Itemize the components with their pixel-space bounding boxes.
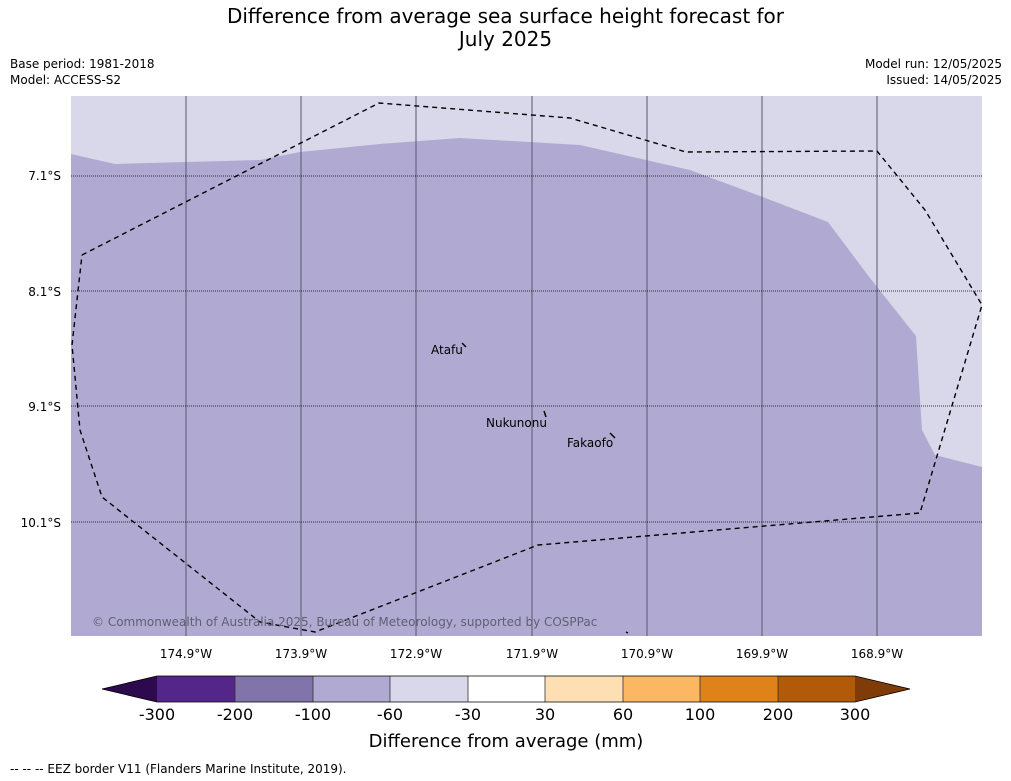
colorbar-outline bbox=[101, 675, 911, 703]
fakaofo-island bbox=[609, 432, 616, 439]
colorbar-swatch bbox=[545, 676, 623, 702]
colorbar-swatch bbox=[468, 676, 545, 702]
lon-label: 170.9°W bbox=[621, 647, 673, 661]
colorbar-ticks: -300 -200 -100 -60 -30 30 60 100 200 300 bbox=[139, 705, 870, 724]
lat-label: 9.1°S bbox=[28, 400, 61, 414]
issued-date: Issued: 14/05/2025 bbox=[886, 73, 1002, 87]
colorbar bbox=[101, 675, 911, 703]
colorbar-swatch bbox=[778, 676, 855, 702]
colorbar-tick: -200 bbox=[217, 705, 253, 724]
map-area: Atafu Nukunonu Fakaofo © Commonwealth of… bbox=[71, 96, 982, 636]
colorbar-tick: 100 bbox=[685, 705, 716, 724]
colorbar-swatch bbox=[623, 676, 700, 702]
anomaly-region-mid bbox=[71, 138, 982, 636]
title-line-2: July 2025 bbox=[458, 27, 553, 51]
meridian-lines bbox=[185, 96, 878, 636]
lat-label: 10.1°S bbox=[21, 516, 61, 530]
lon-label: 168.9°W bbox=[851, 647, 903, 661]
model-name: Model: ACCESS-S2 bbox=[10, 73, 122, 87]
colorbar-tick: -30 bbox=[455, 705, 481, 724]
base-period: Base period: 1981-2018 bbox=[10, 57, 155, 71]
chart-title: Difference from average sea surface heig… bbox=[0, 5, 1011, 51]
colorbar-tick: 200 bbox=[763, 705, 794, 724]
lon-label: 174.9°W bbox=[160, 647, 212, 661]
colorbar-tick: 300 bbox=[840, 705, 871, 724]
lat-label: 7.1°S bbox=[28, 169, 61, 183]
lon-labels: 174.9°W 173.9°W 172.9°W 171.9°W 170.9°W … bbox=[160, 647, 903, 661]
colorbar-tick: 60 bbox=[613, 705, 633, 724]
colorbar-dividers bbox=[234, 676, 779, 702]
lat-label: 8.1°S bbox=[28, 285, 61, 299]
model-run: Model run: 12/05/2025 bbox=[864, 57, 1002, 71]
colorbar-extend-low bbox=[102, 676, 157, 702]
colorbar-swatch bbox=[700, 676, 778, 702]
colorbar-tick: -300 bbox=[139, 705, 175, 724]
place-label-nukunonu: Nukunonu bbox=[486, 416, 547, 430]
atafu-island bbox=[461, 342, 467, 348]
colorbar-swatch bbox=[313, 676, 390, 702]
place-label-atafu: Atafu bbox=[431, 343, 463, 357]
swains-island bbox=[625, 631, 629, 634]
eez-footnote: -- -- -- EEZ border V11 (Flanders Marine… bbox=[10, 762, 347, 776]
colorbar-swatch bbox=[390, 676, 468, 702]
colorbar-swatch bbox=[235, 676, 313, 702]
colorbar-tick: -60 bbox=[377, 705, 403, 724]
copyright-notice: © Commonwealth of Australia 2025, Bureau… bbox=[92, 615, 597, 629]
colorbar-swatch bbox=[157, 676, 235, 702]
lon-label: 169.9°W bbox=[736, 647, 788, 661]
lat-labels: 7.1°S 8.1°S 9.1°S 10.1°S bbox=[21, 169, 61, 530]
lon-label: 171.9°W bbox=[506, 647, 558, 661]
colorbar-tick: -100 bbox=[295, 705, 331, 724]
place-label-fakaofo: Fakaofo bbox=[567, 436, 613, 450]
colorbar-tick: 30 bbox=[535, 705, 555, 724]
title-line-1: Difference from average sea surface heig… bbox=[226, 4, 785, 28]
nukunonu-island bbox=[543, 410, 547, 418]
colorbar-title: Difference from average (mm) bbox=[369, 731, 644, 752]
lon-label: 172.9°W bbox=[390, 647, 442, 661]
meta-left: Base period: 1981-2018 Model: ACCESS-S2 bbox=[10, 56, 155, 88]
lon-label: 173.9°W bbox=[275, 647, 327, 661]
colorbar-extend-high bbox=[855, 676, 910, 702]
meta-right: Model run: 12/05/2025 Issued: 14/05/2025 bbox=[865, 56, 1002, 88]
